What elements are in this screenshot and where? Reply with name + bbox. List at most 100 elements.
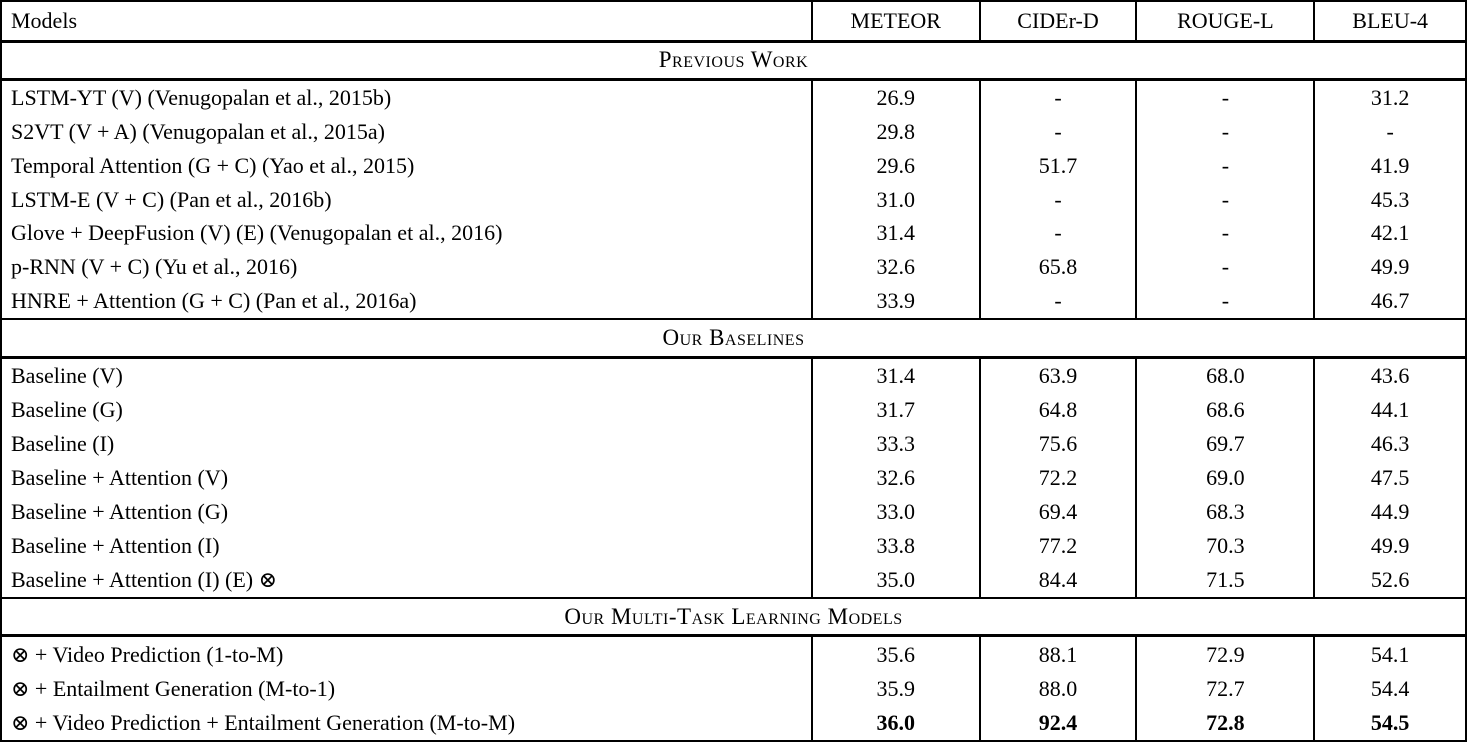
- section-header-row: Previous Work: [1, 40, 1466, 81]
- metric-value: 42.1: [1313, 216, 1466, 251]
- metric-value: 29.6: [810, 148, 980, 183]
- metric-value: -: [1135, 182, 1315, 217]
- model-name: Temporal Attention (G + C) (Yao et al., …: [11, 152, 415, 178]
- metric-value: 69.4: [978, 495, 1137, 529]
- metric-value: 84.4: [978, 562, 1137, 598]
- column-header-row: Models METEOR CIDEr-D ROUGE-L BLEU-4: [1, 1, 1466, 43]
- metric-value: 31.4: [810, 357, 980, 394]
- model-name: ⊗ + Video Prediction + Entailment Genera…: [11, 709, 516, 735]
- metric-value: 69.7: [1135, 427, 1315, 462]
- metric-value: 72.9: [1135, 635, 1315, 672]
- table-row: Baseline + Attention (V) 32.6 72.2 69.0 47.5: [1, 461, 1466, 495]
- column-header-rouge-l: ROUGE-L: [1135, 1, 1315, 43]
- column-header-meteor: METEOR: [810, 1, 980, 43]
- column-header-models: Models: [1, 1, 812, 43]
- metric-value: 35.0: [810, 562, 980, 598]
- table-row: p-RNN (V + C) (Yu et al., 2016) 32.6 65.8-…: [1, 250, 1466, 285]
- table-row: Baseline + Attention (I) 33.8 77.2 70.3 49.9: [1, 528, 1466, 563]
- model-name: p-RNN (V + C) (Yu et al., 2016): [11, 254, 298, 280]
- table-body: Previous Work LSTM-YT (V) (Venugopalan et…: [1, 40, 1466, 741]
- metric-value: 45.3: [1313, 182, 1466, 217]
- section-title: Our Baselines: [1, 318, 1466, 359]
- metric-value: 31.0: [810, 182, 980, 217]
- model-name: Glove + DeepFusion (V) (E) (Venugopalan …: [11, 220, 503, 246]
- section-header-row: Our Baselines: [1, 318, 1466, 359]
- metric-value: 54.5: [1313, 705, 1466, 741]
- metric-value: 54.4: [1313, 671, 1466, 706]
- metric-value: 46.7: [1313, 284, 1466, 320]
- metric-value: 33.0: [810, 495, 980, 529]
- metric-value: 64.8: [978, 393, 1137, 428]
- metric-value: 33.9: [810, 284, 980, 320]
- metric-value: 72.2: [978, 461, 1137, 495]
- table-row: LSTM-E (V + C) (Pan et al., 2016b) 31.0- -…: [1, 182, 1466, 217]
- metric-value: 31.7: [810, 393, 980, 428]
- metric-value: 72.7: [1135, 671, 1315, 706]
- metric-value: 32.6: [810, 461, 980, 495]
- model-name: ⊗ + Entailment Generation (M-to-1): [11, 675, 336, 701]
- metric-value: -: [978, 284, 1137, 320]
- metric-value: 33.8: [810, 528, 980, 563]
- model-name: Baseline + Attention (I): [11, 532, 220, 558]
- table-row: S2VT (V + A) (Venugopalan et al., 2015a)…: [1, 114, 1466, 149]
- metric-value: 75.6: [978, 427, 1137, 462]
- metric-value: 65.8: [978, 250, 1137, 285]
- metric-value: -: [1135, 79, 1315, 115]
- model-name: ⊗ + Video Prediction (1-to-M): [11, 641, 284, 667]
- metric-value: -: [978, 79, 1137, 115]
- model-name: LSTM-YT (V) (Venugopalan et al., 2015b): [11, 84, 392, 110]
- metric-value: 44.9: [1313, 495, 1466, 529]
- metric-value: 63.9: [978, 357, 1137, 394]
- table-row: Baseline (I) 33.3 75.6 69.7 46.3: [1, 427, 1466, 462]
- metric-value: -: [1135, 284, 1315, 320]
- metric-value: 29.8: [810, 114, 980, 149]
- section-title: Our Multi-Task Learning Models: [1, 596, 1466, 638]
- section-header-row: Our Multi-Task Learning Models: [1, 596, 1466, 638]
- metric-value: 77.2: [978, 528, 1137, 563]
- model-name: Baseline (G): [11, 397, 123, 423]
- metric-value: 52.6: [1313, 562, 1466, 598]
- table-row: Glove + DeepFusion (V) (E) (Venugopalan …: [1, 216, 1466, 251]
- table-row: ⊗ + Video Prediction + Entailment Genera…: [1, 705, 1466, 741]
- model-name: HNRE + Attention (G + C) (Pan et al., 20…: [11, 288, 417, 314]
- column-header-bleu-4: BLEU-4: [1313, 1, 1466, 43]
- metric-value: -: [1135, 148, 1315, 183]
- model-name: Baseline + Attention (I) (E) ⊗: [11, 566, 278, 592]
- metric-value: 44.1: [1313, 393, 1466, 428]
- metric-value: 43.6: [1313, 357, 1466, 394]
- metric-value: 41.9: [1313, 148, 1466, 183]
- metric-value: -: [978, 182, 1137, 217]
- metric-value: -: [1135, 216, 1315, 251]
- metric-value: 49.9: [1313, 250, 1466, 285]
- metric-value: -: [978, 114, 1137, 149]
- column-header-cider-d: CIDEr-D: [978, 1, 1137, 43]
- metric-value: 47.5: [1313, 461, 1466, 495]
- metric-value: 35.9: [810, 671, 980, 706]
- table-row: ⊗ + Video Prediction (1-to-M) 35.6 88.1 72.…: [1, 635, 1466, 672]
- table-row: Baseline + Attention (I) (E) ⊗ 35.0 84.4 71…: [1, 562, 1466, 598]
- table-row: Baseline + Attention (G) 33.0 69.4 68.3 44.9: [1, 495, 1466, 529]
- metric-value: 31.4: [810, 216, 980, 251]
- metric-value: 92.4: [978, 705, 1137, 741]
- metric-value: 70.3: [1135, 528, 1315, 563]
- metric-value: -: [978, 216, 1137, 251]
- metric-value: 68.3: [1135, 495, 1315, 529]
- metric-value: 68.6: [1135, 393, 1315, 428]
- table-row: Baseline (G) 31.7 64.8 68.6 44.1: [1, 393, 1466, 428]
- model-name: LSTM-E (V + C) (Pan et al., 2016b): [11, 186, 332, 212]
- metric-value: -: [1135, 250, 1315, 285]
- metric-value: -: [1313, 114, 1466, 149]
- metric-value: 54.1: [1313, 635, 1466, 672]
- metric-value: 31.2: [1313, 79, 1466, 115]
- metric-value: -: [1135, 114, 1315, 149]
- model-name: Baseline + Attention (V): [11, 465, 229, 491]
- metric-value: 68.0: [1135, 357, 1315, 394]
- metric-value: 51.7: [978, 148, 1137, 183]
- metric-value: 49.9: [1313, 528, 1466, 563]
- metric-value: 88.0: [978, 671, 1137, 706]
- metric-value: 69.0: [1135, 461, 1315, 495]
- metric-value: 36.0: [810, 705, 980, 741]
- metric-value: 71.5: [1135, 562, 1315, 598]
- table-row: Temporal Attention (G + C) (Yao et al., …: [1, 148, 1466, 183]
